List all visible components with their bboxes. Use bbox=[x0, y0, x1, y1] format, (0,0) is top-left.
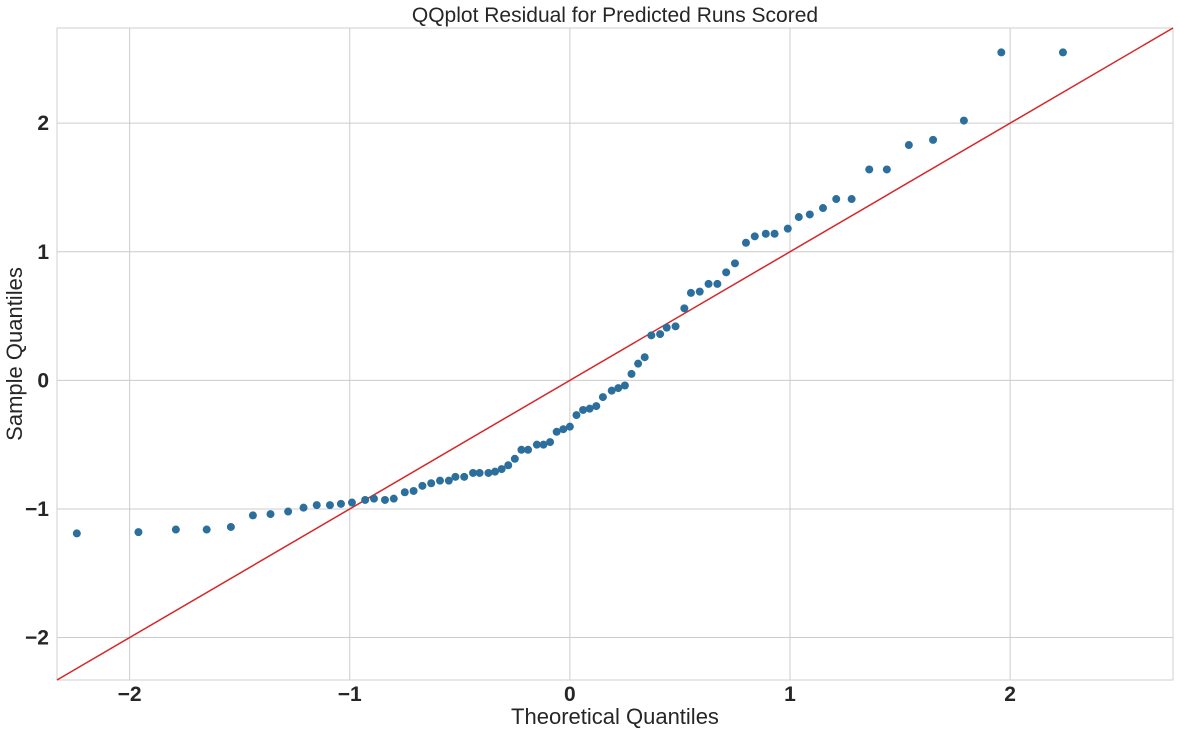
data-point bbox=[336, 499, 345, 508]
data-point bbox=[504, 461, 513, 470]
data-point bbox=[770, 229, 779, 238]
data-point bbox=[436, 476, 445, 485]
data-point bbox=[805, 210, 814, 219]
data-point bbox=[572, 411, 581, 420]
plot-frame bbox=[56, 27, 1174, 681]
data-point bbox=[171, 525, 180, 534]
data-point bbox=[400, 488, 409, 497]
y-tick-labels: −2 −1 0 1 2 bbox=[25, 112, 49, 649]
data-point bbox=[469, 468, 478, 477]
data-point bbox=[491, 467, 500, 476]
data-point bbox=[497, 465, 506, 474]
x-axis-label: Theoretical Quantiles bbox=[511, 704, 719, 729]
data-point bbox=[517, 445, 526, 454]
data-point bbox=[248, 511, 257, 520]
data-point bbox=[460, 472, 469, 481]
data-point bbox=[409, 486, 418, 495]
data-point bbox=[484, 468, 493, 477]
data-point bbox=[847, 195, 856, 204]
data-point bbox=[882, 165, 891, 174]
data-point bbox=[832, 195, 841, 204]
y-tick-label: 0 bbox=[37, 369, 49, 392]
data-point bbox=[299, 503, 308, 512]
x-tick-label: −1 bbox=[338, 683, 362, 706]
data-point bbox=[418, 481, 427, 490]
data-point bbox=[656, 330, 665, 339]
data-point bbox=[634, 359, 643, 368]
data-point bbox=[559, 425, 568, 434]
data-point bbox=[361, 495, 370, 504]
data-point bbox=[284, 507, 293, 516]
data-point bbox=[647, 331, 656, 340]
data-point bbox=[539, 440, 548, 449]
data-point bbox=[627, 369, 636, 378]
data-points bbox=[72, 48, 1067, 538]
data-point bbox=[997, 48, 1006, 57]
data-point bbox=[607, 386, 616, 395]
data-point bbox=[451, 472, 460, 481]
data-point bbox=[546, 438, 555, 447]
y-tick-label: 2 bbox=[37, 112, 49, 135]
data-point bbox=[620, 381, 629, 390]
data-point bbox=[865, 165, 874, 174]
data-point bbox=[592, 402, 601, 411]
data-point bbox=[750, 232, 759, 241]
data-point bbox=[389, 494, 398, 503]
data-point bbox=[444, 476, 453, 485]
x-tick-label: 1 bbox=[784, 683, 796, 706]
data-point bbox=[226, 522, 235, 531]
data-point bbox=[819, 204, 828, 213]
data-point bbox=[680, 304, 689, 313]
x-tick-label: 0 bbox=[564, 683, 576, 706]
data-point bbox=[585, 404, 594, 413]
data-point bbox=[380, 495, 389, 504]
data-point bbox=[662, 323, 671, 332]
data-point bbox=[722, 268, 731, 277]
data-point bbox=[134, 528, 143, 537]
data-point bbox=[72, 529, 81, 538]
x-tick-label: 2 bbox=[1004, 683, 1016, 706]
data-point bbox=[510, 454, 519, 463]
data-point bbox=[686, 288, 695, 297]
data-point bbox=[524, 445, 533, 454]
data-point bbox=[713, 279, 722, 288]
data-point bbox=[202, 525, 211, 534]
data-point bbox=[614, 384, 623, 393]
data-point bbox=[761, 229, 770, 238]
data-point bbox=[347, 498, 356, 507]
data-point bbox=[741, 238, 750, 247]
data-point bbox=[671, 322, 680, 331]
data-point bbox=[704, 279, 713, 288]
data-point bbox=[369, 494, 378, 503]
x-tick-label: −2 bbox=[118, 683, 142, 706]
data-point bbox=[475, 468, 484, 477]
gridlines bbox=[57, 28, 1173, 680]
data-point bbox=[794, 213, 803, 222]
data-point bbox=[427, 479, 436, 488]
x-tick-labels: −2 −1 0 1 2 bbox=[118, 683, 1016, 706]
data-point bbox=[312, 501, 321, 510]
data-point bbox=[325, 501, 334, 510]
data-point bbox=[929, 135, 938, 144]
data-point bbox=[640, 353, 649, 362]
reference-line bbox=[56, 27, 1174, 681]
data-point bbox=[532, 440, 541, 449]
data-point bbox=[266, 510, 275, 519]
data-point bbox=[959, 116, 968, 125]
data-point bbox=[565, 422, 574, 431]
y-tick-label: −2 bbox=[25, 627, 49, 650]
chart-title: QQplot Residual for Predicted Runs Score… bbox=[412, 4, 818, 27]
data-point bbox=[598, 393, 607, 402]
data-point bbox=[1058, 48, 1067, 57]
data-point bbox=[695, 287, 704, 296]
y-axis-label: Sample Quantiles bbox=[2, 267, 27, 441]
data-point bbox=[783, 224, 792, 233]
y-tick-label: 1 bbox=[37, 241, 49, 264]
data-point bbox=[579, 405, 588, 414]
data-point bbox=[730, 259, 739, 268]
y-tick-label: −1 bbox=[25, 498, 49, 521]
data-point bbox=[904, 141, 913, 150]
data-point bbox=[552, 427, 561, 436]
